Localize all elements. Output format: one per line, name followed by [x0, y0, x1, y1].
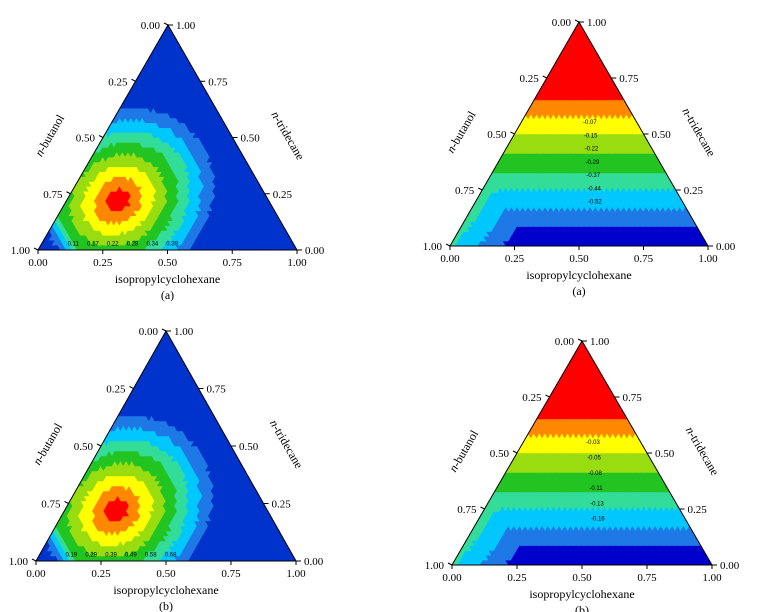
panel-caption: (a): [572, 284, 585, 298]
right-axis-title: n-tridecane: [268, 109, 307, 163]
left-tick: [445, 243, 451, 247]
ternary-panel-bottom-left: 0.00 0.25 0.50 0.75 1.00 0.00 0.25 0.50 0.75 1.00…: [0, 306, 383, 612]
contour-label: 0.17: [87, 242, 99, 248]
bottom-tick-label: 0.00: [440, 253, 460, 265]
bottom-tick-label: 0.25: [505, 253, 525, 265]
ternary-plot-svg: 0.00 0.25 0.50 0.75 1.000.000.250.500.751.00…: [9, 326, 324, 612]
contour-label: -0.29: [586, 160, 600, 166]
bottom-tick-label: 0.25: [93, 257, 113, 269]
right-tick-label: 0.00: [716, 241, 736, 253]
right-tick-label: 0.75: [619, 73, 639, 85]
right-tick-label: 0.00: [305, 245, 325, 257]
bottom-tick-label: 0.50: [569, 253, 589, 265]
left-tick: [163, 22, 169, 26]
contour-label: 0.22: [107, 242, 119, 248]
contour-label: 0.28: [127, 242, 139, 248]
bottom-axis-title: isopropylcyclohexane: [115, 272, 220, 286]
contour-label: -0.22: [585, 147, 599, 153]
left-tick: [510, 131, 515, 135]
left-tick-label: 0.50: [487, 129, 507, 141]
contour-label: -0.37: [586, 173, 600, 179]
contour-label: 0.11: [68, 242, 80, 248]
left-axis-title: n-butanol: [443, 108, 478, 155]
bottom-tick-label: 0.50: [158, 257, 178, 269]
right-tick-label: 1.00: [176, 20, 196, 32]
left-tick: [574, 19, 580, 23]
bottom-tick-label: 1.00: [287, 257, 307, 269]
bottom-tick-label: 0.75: [223, 257, 243, 269]
left-tick: [542, 75, 547, 79]
right-axis-title: n-tridecane: [679, 105, 718, 159]
left-tick: [66, 191, 71, 195]
ternary-plot-svg: 0.00 0.25 0.50 0.75 1.000.000.250.500.751.00…: [423, 17, 736, 298]
contour-label: -0.07: [583, 120, 597, 126]
contour-fill: [449, 21, 709, 247]
ternary-plot-svg: 0.00 0.25 0.50 0.75 1.000.000.250.500.751.00…: [11, 20, 325, 302]
bottom-tick-label: 0.75: [634, 253, 654, 265]
left-tick-label: 0.00: [552, 17, 572, 29]
contour-label: -0.44: [587, 186, 601, 192]
right-tick-label: 0.50: [652, 129, 672, 141]
left-tick-label: 0.75: [43, 189, 63, 201]
left-tick: [478, 187, 483, 191]
contour-label: -0.15: [584, 133, 598, 139]
left-tick-label: 0.00: [141, 20, 161, 32]
left-tick-label: 0.75: [455, 185, 475, 197]
left-tick: [98, 135, 104, 138]
right-tick-label: 0.75: [208, 76, 228, 88]
ternary-panel-top-right: 0.00 0.25 0.50 0.75 1.00 0.00 0.25 0.50 0.75 1.00…: [383, 0, 767, 306]
right-tick-label: 1.00: [587, 17, 607, 29]
ternary-panel-top-left: 0.00 0.25 0.50 0.75 1.00 0.00 0.25 0.50 0.75 1.00…: [0, 0, 383, 306]
contour-fill: [35, 330, 297, 562]
right-tick-label: 0.50: [241, 133, 261, 145]
bottom-axis-title: isopropylcyclohexane: [526, 268, 631, 282]
bottom-tick-label: 0.00: [28, 257, 48, 269]
panel-caption: (a): [161, 288, 174, 302]
right-tick-label: 0.25: [273, 189, 293, 201]
right-tick-label: 0.25: [684, 185, 704, 197]
contour-label: 0.34: [146, 242, 158, 248]
left-tick: [131, 78, 136, 82]
contour-label: 0.39: [166, 242, 178, 248]
left-axis-title: n-butanol: [32, 112, 67, 159]
left-tick-label: 0.25: [520, 73, 540, 85]
left-tick-label: 0.50: [76, 133, 96, 145]
contour-label: -0.52: [588, 200, 602, 206]
left-tick-label: 1.00: [11, 245, 31, 257]
left-tick-label: 1.00: [423, 241, 443, 253]
bottom-tick-label: 1.00: [698, 253, 718, 265]
left-tick: [33, 247, 39, 251]
left-tick-label: 0.25: [108, 76, 128, 88]
